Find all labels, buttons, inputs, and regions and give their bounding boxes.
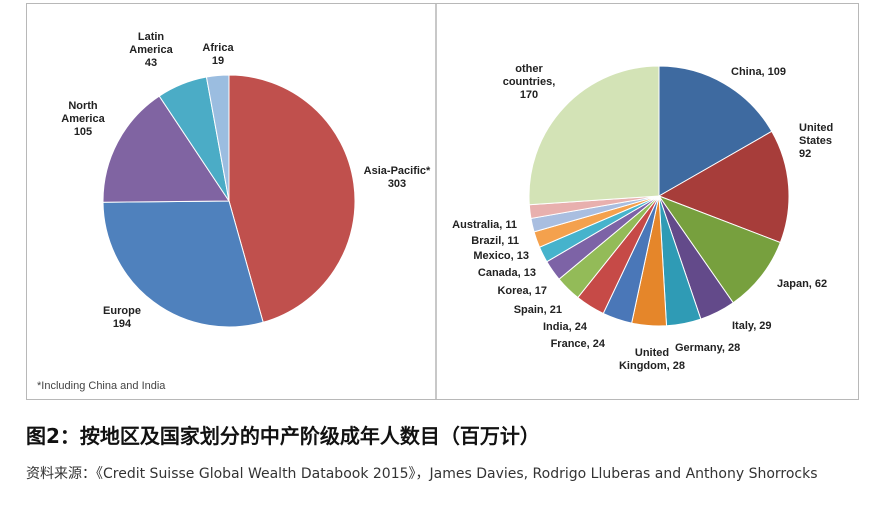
pie-label-latin-america: Latin America 43 (129, 31, 173, 69)
pie-slice-china (658, 65, 773, 197)
pie-label-brazil: Brazil, 11 (471, 235, 519, 247)
pie-label-germany: Germany, 28 (675, 342, 740, 354)
country-pie (528, 65, 790, 327)
pie-label-france: France, 24 (551, 338, 606, 350)
pie-label-spain: Spain, 21 (514, 304, 562, 316)
pie-label-italy: Italy, 29 (732, 320, 772, 332)
panel-divider (435, 4, 437, 399)
pie-label-united-kingdom: United Kingdom, 28 (619, 347, 685, 372)
pie-slice-asia-pacific (228, 74, 356, 323)
figure-caption-source: 资料来源：《Credit Suisse Global Wealth Databo… (26, 466, 818, 482)
pie-label-australia: Australia, 11 (452, 219, 517, 231)
pie-label-canada: Canada, 13 (478, 267, 536, 279)
pie-slice-united-states (657, 130, 790, 244)
chart-figure: Asia-Pacific* 303 Europe 194 North America 105… (26, 3, 859, 400)
pie-slice-europe (102, 200, 264, 328)
pie-charts: Asia-Pacific* 303 Europe 194 North America 105… (37, 31, 833, 392)
pie-slice-other-countries (528, 65, 660, 206)
chart-footnote: *Including China and India (37, 380, 166, 392)
pie-label-china: China, 109 (731, 66, 786, 78)
pie-label-united-states: United States 92 (799, 122, 833, 160)
pie-label-africa: Africa 19 (202, 42, 234, 67)
pie-label-other-countries: other countries, 170 (503, 63, 556, 101)
pie-label-europe: Europe 194 (103, 305, 141, 330)
pie-label-north-america: North America 105 (61, 100, 105, 138)
pie-label-mexico: Mexico, 13 (473, 250, 529, 262)
pie-slice-north-america (102, 95, 230, 203)
pie-label-india: India, 24 (543, 321, 588, 333)
pie-slice-africa (205, 74, 230, 202)
region-pie (102, 74, 356, 328)
pie-label-japan: Japan, 62 (777, 278, 827, 290)
pie-label-asia-pacific: Asia-Pacific* 303 (364, 165, 431, 190)
pie-slice-japan (657, 194, 782, 304)
pie-label-korea: Korea, 17 (497, 285, 547, 297)
figure-caption-title: 图2：按地区及国家划分的中产阶级成年人数目（百万计） (26, 424, 540, 448)
